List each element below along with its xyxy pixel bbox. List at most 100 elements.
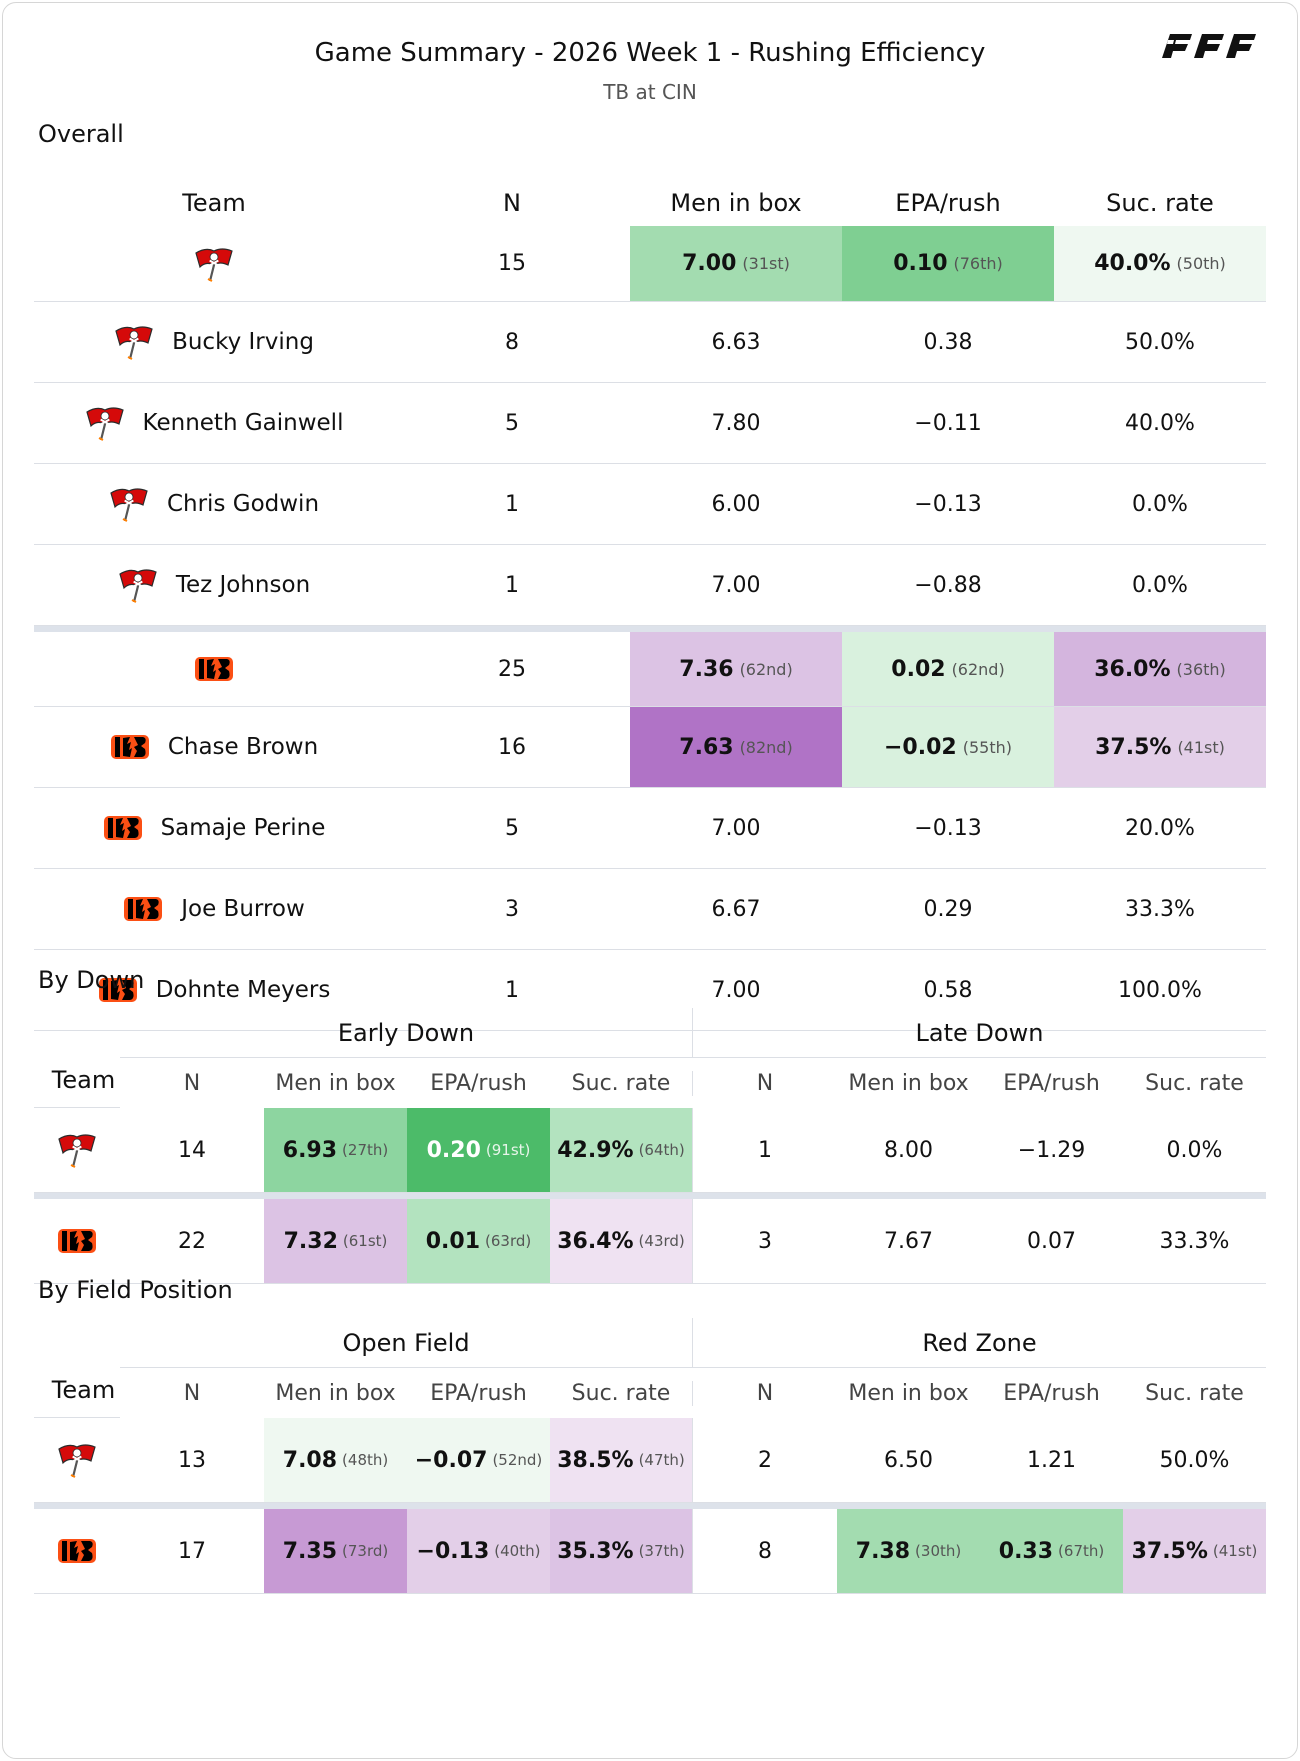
player-name: Samaje Perine [160, 815, 326, 841]
epa-rush-value: 0.02 [891, 656, 946, 682]
by-down-table: Early Down Late Down Team N Men in box EPA/ru… [34, 1008, 1266, 1284]
suc-cell: 50.0% [1123, 1418, 1266, 1502]
suc-rate-value: 40.0% [1125, 410, 1195, 436]
team-cell: Samaje Perine [34, 788, 394, 868]
suc-rate-value: 36.0% [1094, 656, 1171, 682]
suc-rate-rank: (41st) [1177, 737, 1225, 757]
epa-value: 1.21 [1027, 1447, 1076, 1473]
n-value: 15 [498, 251, 526, 276]
box-rank: (30th) [915, 1542, 962, 1560]
suc-cell: 37.5% (41st) [1123, 1509, 1266, 1593]
epa-value: 0.20 [426, 1137, 481, 1163]
epa-rush-cell: −0.13 [842, 788, 1054, 868]
epa-rush-value: −0.13 [914, 815, 982, 841]
col-header-suc-rate: Suc. rate [1106, 189, 1214, 217]
split-row: 13 7.08 (48th) −0.07 (52nd) 38.5% (47th) 2 6.50 1… [34, 1418, 1266, 1503]
n-value: 1 [505, 977, 519, 1003]
suc-rate-cell: 50.0% [1054, 302, 1266, 382]
suc-rate-cell: 0.0% [1054, 464, 1266, 544]
suc-rate-value: 0.0% [1132, 491, 1188, 517]
col-header: N [183, 1070, 201, 1096]
box-cell: 7.32 (61st) [264, 1199, 407, 1283]
n-cell: 14 [120, 1108, 264, 1192]
suc-value: 36.4% [557, 1228, 634, 1254]
team-cell [34, 1509, 120, 1593]
split-row: 17 7.35 (73rd) −0.13 (40th) 35.3% (37th) 8 7.38(… [34, 1503, 1266, 1594]
buccaneers-flag-icon [114, 323, 154, 361]
men-in-box-cell: 7.00 [630, 950, 842, 1030]
men-in-box-cell: 6.63 [630, 302, 842, 382]
n-value: 14 [178, 1137, 206, 1163]
epa-rush-value: 0.38 [923, 329, 973, 355]
men-in-box-value: 6.63 [711, 329, 761, 355]
n-value: 8 [758, 1538, 772, 1564]
suc-rate-value: 100.0% [1118, 977, 1202, 1003]
buccaneers-flag-icon [57, 1131, 97, 1169]
team-cell: Bucky Irving [34, 302, 394, 382]
bengals-logo-icon [57, 1226, 97, 1256]
suc-cell: 33.3% [1123, 1199, 1266, 1283]
col-header: Men in box [275, 1070, 396, 1096]
epa-rank: (40th) [494, 1542, 541, 1560]
epa-rush-value: −0.11 [914, 410, 982, 436]
section-title-by-field: By Field Position [38, 1276, 233, 1304]
box-cell: 6.93 (27th) [264, 1108, 407, 1192]
suc-rate-value: 40.0% [1094, 251, 1171, 276]
suc-rate-cell: 20.0% [1054, 788, 1266, 868]
suc-rate-cell: 40.0% [1054, 383, 1266, 463]
player-name: Tez Johnson [175, 572, 311, 598]
n-value: 16 [498, 734, 526, 760]
suc-rank: (37th) [638, 1542, 685, 1560]
epa-rush-value: 0.10 [893, 251, 948, 276]
suc-value: 38.5% [557, 1447, 634, 1473]
bengals-logo-icon [123, 894, 163, 924]
box-cell: 7.67 [837, 1199, 980, 1283]
epa-cell: 0.07 [980, 1199, 1123, 1283]
epa-value: −0.07 [414, 1447, 488, 1473]
group-header-row: Early Down Late Down [34, 1008, 1266, 1058]
men-in-box-cell: 7.63 (82nd) [630, 707, 842, 787]
n-cell: 13 [120, 1418, 264, 1502]
n-value: 13 [178, 1447, 206, 1473]
team-cell: Chase Brown [34, 707, 394, 787]
men-in-box-value: 7.00 [682, 251, 737, 276]
overall-row: Samaje Perine 5 7.00 −0.13 20.0% [34, 788, 1266, 869]
col-header: Suc. rate [550, 1070, 693, 1096]
col-header: Suc. rate [1145, 1380, 1244, 1406]
n-cell: 5 [394, 788, 630, 868]
bengals-logo-icon [57, 1536, 97, 1566]
box-value: 7.35 [282, 1538, 338, 1564]
men-in-box-value: 7.00 [711, 572, 761, 598]
epa-rush-cell: −0.02 (55th) [842, 707, 1054, 787]
suc-rate-value: 33.3% [1125, 896, 1195, 922]
epa-cell: 0.33 (67th) [980, 1509, 1123, 1593]
page-title: Game Summary - 2026 Week 1 - Rushing Eff… [314, 38, 986, 68]
col-header: EPA/rush [1003, 1070, 1100, 1096]
box-value: 6.50 [884, 1447, 933, 1473]
by-field-table: Open Field Red Zone Team N Men in box EPA/rus… [34, 1318, 1266, 1594]
box-cell: 7.38 (30th) [837, 1509, 980, 1593]
suc-rate-cell: 37.5% (41st) [1054, 707, 1266, 787]
team-cell [34, 1108, 120, 1192]
overall-header-row: Team N Men in box EPA/rush Suc. rate [34, 180, 1266, 226]
suc-value: 0.0% [1166, 1137, 1223, 1163]
men-in-box-cell: 6.67 [630, 869, 842, 949]
epa-value: 0.33 [998, 1538, 1054, 1564]
n-cell: 8 [394, 302, 630, 382]
suc-rate-rank: (50th) [1176, 254, 1226, 273]
epa-rush-value: −0.88 [914, 572, 982, 598]
team-cell: Dohnte Meyers [34, 950, 394, 1030]
men-in-box-rank: (82nd) [739, 737, 793, 757]
epa-rush-value: 0.29 [923, 896, 973, 922]
suc-rank: (47th) [638, 1451, 685, 1469]
men-in-box-value: 6.00 [711, 491, 761, 517]
bengals-logo-icon [98, 975, 138, 1005]
epa-rush-cell: 0.58 [842, 950, 1054, 1030]
epa-value: 0.01 [425, 1228, 481, 1254]
men-in-box-cell: 7.36 (62nd) [630, 632, 842, 706]
buccaneers-flag-icon [85, 404, 125, 442]
suc-rank: (41st) [1212, 1542, 1258, 1560]
player-name: Joe Burrow [181, 896, 305, 922]
epa-cell: −0.07 (52nd) [407, 1418, 550, 1502]
team-cell: Tez Johnson [34, 545, 394, 625]
